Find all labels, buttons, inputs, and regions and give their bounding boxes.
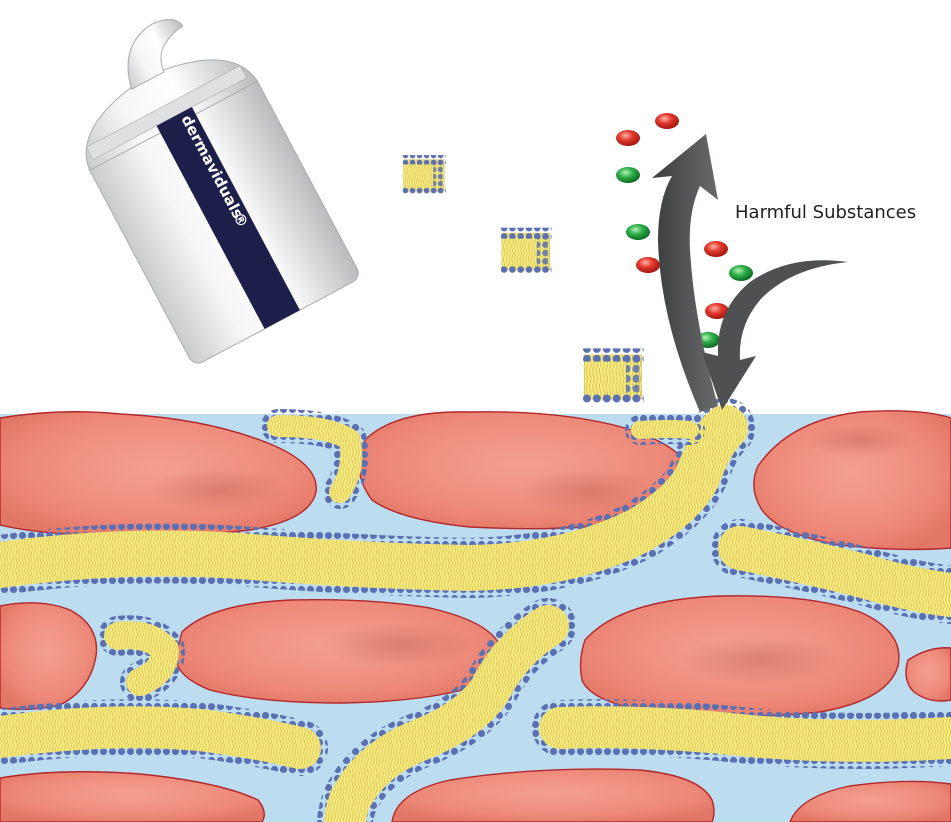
bilayer-tails xyxy=(631,420,699,439)
particle-green xyxy=(616,167,640,183)
bilayer-tails xyxy=(267,415,363,503)
arrows xyxy=(652,134,848,412)
corneocyte xyxy=(905,647,951,702)
bilayer-tails xyxy=(104,621,179,696)
liposome xyxy=(500,227,552,274)
bilayer-tails xyxy=(539,706,951,762)
cell-shadow xyxy=(805,424,915,456)
harmful-particles xyxy=(616,113,753,348)
cell-shading xyxy=(150,424,915,684)
liposome xyxy=(402,155,446,195)
bilayer-tails xyxy=(0,405,748,591)
arrow-down xyxy=(702,260,848,410)
corneocyte xyxy=(789,780,951,822)
bilayer-tails xyxy=(324,605,569,822)
particle-red xyxy=(655,113,679,129)
harmful-substances-label: Harmful Substances xyxy=(735,202,917,223)
particle-red xyxy=(616,130,640,146)
cell-shadow xyxy=(680,636,840,684)
corneocyte xyxy=(0,771,265,822)
arrow-up xyxy=(652,134,718,412)
particle-red xyxy=(705,303,729,319)
cell-shadow xyxy=(150,468,290,512)
particle-red xyxy=(704,241,728,257)
bilayer-tails xyxy=(718,526,951,617)
corneocyte xyxy=(391,768,715,822)
spray-can: dermaviduals ® xyxy=(85,19,359,364)
liposomes xyxy=(402,155,644,404)
cell-shadow xyxy=(320,623,480,667)
particle-green xyxy=(626,224,650,240)
particle-green xyxy=(729,265,753,281)
brand-mark: ® xyxy=(229,209,252,231)
bilayer-tails xyxy=(0,706,321,769)
particle-red xyxy=(636,257,660,273)
liposome xyxy=(582,348,644,404)
can-nozzle xyxy=(127,19,184,91)
brand-band xyxy=(156,107,300,329)
lipid-bilayers xyxy=(0,398,951,822)
